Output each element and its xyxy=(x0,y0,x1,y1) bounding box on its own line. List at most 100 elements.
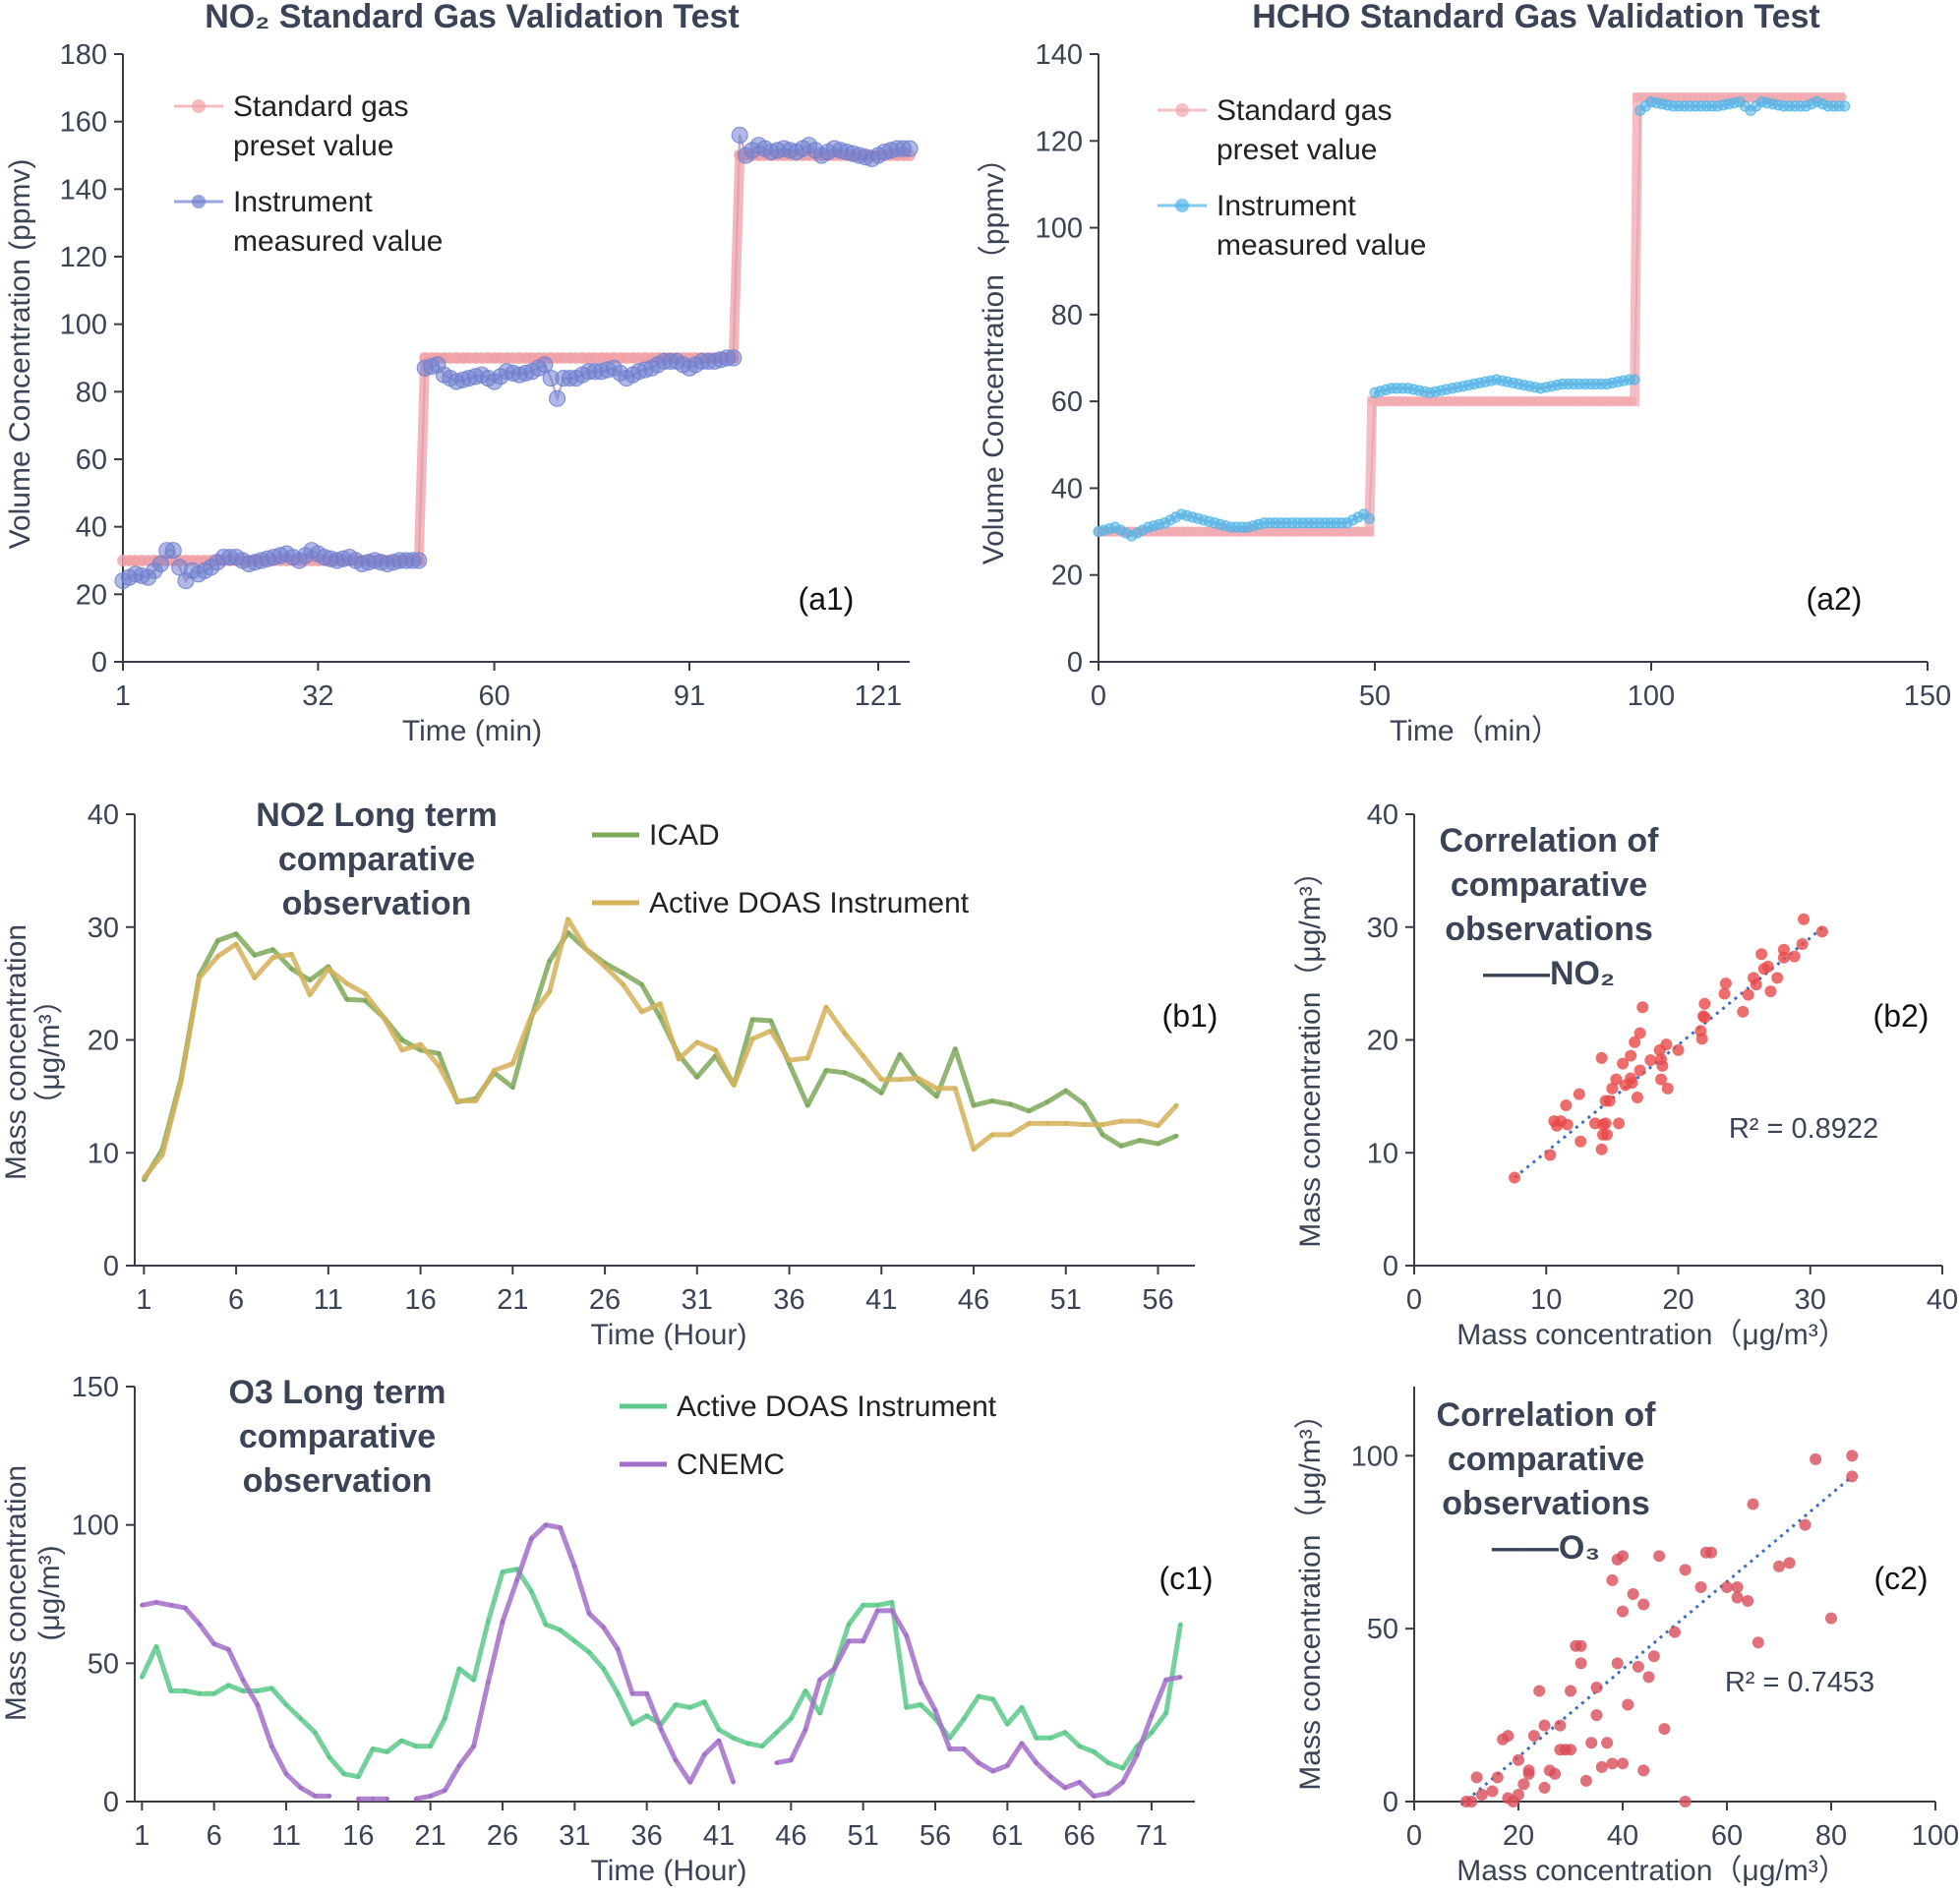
x-tick-label: 66 xyxy=(1064,1820,1096,1852)
y-tick-label: 100 xyxy=(1351,1441,1398,1472)
series-point xyxy=(418,1041,423,1047)
legend-label: ICAD xyxy=(649,819,720,852)
scatter-point xyxy=(1632,1660,1644,1673)
axes xyxy=(126,1386,1195,1810)
series-point xyxy=(602,964,608,970)
x-tick-label: 31 xyxy=(559,1820,590,1852)
series-point xyxy=(456,1763,462,1768)
series-point xyxy=(215,938,220,943)
scatter-point xyxy=(1585,1737,1598,1749)
series-point xyxy=(159,1153,165,1157)
series-point xyxy=(313,1794,318,1799)
scatter-point xyxy=(1642,1671,1655,1684)
series-point xyxy=(289,967,294,972)
series-point xyxy=(749,1036,755,1041)
series-point xyxy=(947,1746,952,1751)
series-point xyxy=(313,1730,318,1735)
series-point xyxy=(731,1736,736,1741)
scatter-point xyxy=(1644,1054,1657,1067)
scatter-point xyxy=(1699,1546,1712,1559)
y-tick-label: 80 xyxy=(76,377,107,408)
scatter-point xyxy=(1672,1043,1685,1056)
series-point xyxy=(168,1603,173,1608)
legend-label: Standard gas xyxy=(233,90,408,123)
series-point xyxy=(492,1068,497,1073)
panel-label: (a2) xyxy=(1807,581,1863,617)
series-point xyxy=(802,1727,808,1733)
series-point xyxy=(486,1680,491,1686)
series-point xyxy=(1044,1121,1050,1126)
series-point xyxy=(644,1713,649,1718)
series-point xyxy=(298,1716,303,1721)
series-point xyxy=(621,982,626,987)
chart-title: Correlation of xyxy=(1437,1396,1657,1434)
series-point xyxy=(1178,1675,1183,1680)
scatter-point xyxy=(1603,1095,1616,1107)
scatter-point xyxy=(1513,1788,1524,1801)
x-tick-label: 11 xyxy=(271,1820,301,1852)
scatter-point xyxy=(1527,1730,1540,1743)
x-tick-label: 16 xyxy=(342,1820,374,1852)
x-tick-label: 50 xyxy=(1359,681,1391,712)
x-axis-label: Time (Hour) xyxy=(591,1319,747,1351)
scatter-point xyxy=(1549,1767,1562,1780)
measured-point xyxy=(1363,512,1375,524)
scatter-point xyxy=(1698,997,1711,1010)
series-point xyxy=(789,1757,794,1763)
panel-label: (a1) xyxy=(799,581,855,617)
series-point xyxy=(1100,1132,1105,1138)
x-axis-label: Mass concentration（μg/m³） xyxy=(1456,1855,1847,1887)
scatter-point xyxy=(1761,960,1774,973)
series-point xyxy=(356,1774,361,1779)
y-axis-label: （μg/m³） xyxy=(33,984,66,1119)
series-point xyxy=(255,1702,260,1707)
series-point xyxy=(307,977,313,982)
scatter-point xyxy=(1574,1135,1587,1148)
y-tick-label: 20 xyxy=(1051,561,1083,592)
series-point xyxy=(543,1622,549,1628)
series-point xyxy=(889,1600,895,1605)
series-point xyxy=(197,1691,203,1696)
series-point xyxy=(658,1001,663,1006)
legend-label: Instrument xyxy=(1217,190,1356,222)
x-tick-label: 1 xyxy=(134,1820,149,1852)
scatter-point xyxy=(1742,988,1754,1001)
series-point xyxy=(768,1029,773,1034)
chart-title: NO₂ Standard Gas Validation Test xyxy=(205,0,740,35)
series-point xyxy=(916,1076,921,1081)
series-point xyxy=(716,1738,722,1744)
series-point xyxy=(1118,1118,1124,1124)
legend-label: preset value xyxy=(233,130,393,162)
series-point xyxy=(572,1564,577,1569)
x-tick-label: 36 xyxy=(631,1820,663,1852)
scatter-point xyxy=(1470,1771,1483,1784)
x-tick-label: 150 xyxy=(1904,681,1951,712)
series-point xyxy=(802,1688,808,1693)
series-point xyxy=(787,1057,792,1063)
series-point xyxy=(1174,1133,1179,1139)
y-tick-label: 10 xyxy=(88,1138,119,1169)
series-point xyxy=(558,1525,563,1530)
series-point xyxy=(1044,1099,1050,1104)
series-point xyxy=(543,1522,549,1527)
scatter-point xyxy=(1538,1781,1551,1794)
legend-swatch-marker xyxy=(192,99,206,113)
y-tick-label: 140 xyxy=(60,174,107,206)
series-point xyxy=(659,1727,664,1733)
r-squared-label: R² = 0.7453 xyxy=(1725,1667,1874,1698)
y-tick-label: 40 xyxy=(1367,799,1398,831)
scatter-point xyxy=(1565,1685,1576,1697)
y-tick-label: 0 xyxy=(103,1787,119,1818)
scatter-point xyxy=(1622,1698,1634,1711)
scatter-point xyxy=(1718,987,1731,1000)
scatter-point xyxy=(1601,1737,1614,1749)
series-point xyxy=(289,952,294,957)
chart-title: ——NO₂ xyxy=(1483,955,1615,992)
series-point xyxy=(356,1796,361,1802)
series-point xyxy=(547,988,553,994)
y-tick-label: 50 xyxy=(1367,1614,1398,1645)
series-point xyxy=(197,1622,203,1628)
panel-label: (b2) xyxy=(1873,998,1930,1034)
y-tick-label: 150 xyxy=(72,1372,119,1403)
scatter-point xyxy=(1617,1550,1629,1563)
